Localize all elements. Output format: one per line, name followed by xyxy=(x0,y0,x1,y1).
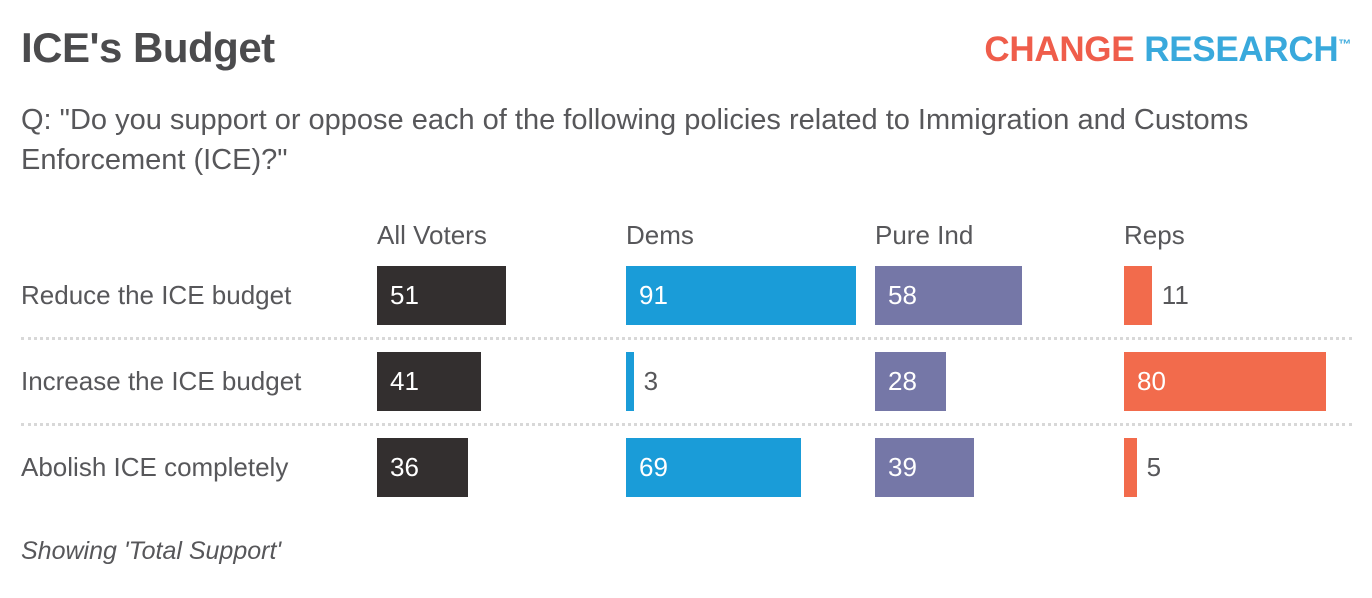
bar-dems: 69 xyxy=(626,438,801,497)
bar-cell-all-voters: 51 xyxy=(377,266,626,325)
bar-all-voters: 36 xyxy=(377,438,469,497)
bar-value-label: 39 xyxy=(888,452,917,482)
bar-value-label: 41 xyxy=(390,366,419,396)
bar-cell-dems: 69 xyxy=(626,438,875,497)
chart-row-abolish-ice-completely: Abolish ICE completely 36 69 39 5 xyxy=(21,426,1352,509)
bar-value-label: 69 xyxy=(639,452,668,482)
bar-value-label: 5 xyxy=(1146,452,1162,482)
bar-cell-pure-ind: 58 xyxy=(875,266,1124,325)
bar-value-label: 51 xyxy=(390,280,419,310)
bar-all-voters: 51 xyxy=(377,266,506,325)
bar-value-label: 91 xyxy=(639,280,668,310)
column-header-dems: Dems xyxy=(626,220,694,250)
page-header: ICE's Budget CHANGE RESEARCH™ xyxy=(21,24,1351,72)
bar-cell-all-voters: 41 xyxy=(377,352,626,411)
header-spacer xyxy=(21,220,377,250)
bar-value-label: 3 xyxy=(643,366,659,396)
row-label: Abolish ICE completely xyxy=(21,452,289,482)
bar-value-label: 11 xyxy=(1161,280,1189,310)
bar-pure-ind: 39 xyxy=(875,438,974,497)
footer-note: Showing 'Total Support' xyxy=(21,537,282,565)
bar-cell-all-voters: 36 xyxy=(377,438,626,497)
bar-pure-ind: 58 xyxy=(875,266,1022,325)
column-header-all-voters: All Voters xyxy=(377,220,487,250)
bar-cell-pure-ind: 39 xyxy=(875,438,1124,497)
bar-dems: 91 xyxy=(626,266,857,325)
column-header-pure-ind: Pure Ind xyxy=(875,220,974,250)
bar-reps xyxy=(1124,266,1152,325)
change-research-logo: CHANGE RESEARCH™ xyxy=(984,30,1351,70)
bar-cell-dems: 91 xyxy=(626,266,875,325)
bar-cell-reps: 5 xyxy=(1124,438,1372,497)
bar-value-label: 80 xyxy=(1137,366,1166,396)
bar-value-label: 36 xyxy=(390,452,419,482)
bar-cell-reps: 11 xyxy=(1124,266,1372,325)
bar-chart: All Voters Dems Pure Ind Reps Reduce the IC… xyxy=(21,220,1352,509)
bar-value-label: 28 xyxy=(888,366,917,396)
bar-pure-ind: 28 xyxy=(875,352,946,411)
bar-dems xyxy=(626,352,634,411)
chart-row-reduce-the-ice-budget: Reduce the ICE budget 51 91 58 11 xyxy=(21,254,1352,340)
bar-cell-reps: 80 xyxy=(1124,352,1372,411)
logo-change-text: CHANGE xyxy=(984,30,1135,69)
chart-row-increase-the-ice-budget: Increase the ICE budget 41 3 28 80 xyxy=(21,340,1352,426)
row-label: Increase the ICE budget xyxy=(21,366,302,396)
logo-research-text: RESEARCH xyxy=(1144,30,1339,69)
bar-reps: 80 xyxy=(1124,352,1327,411)
row-label: Reduce the ICE budget xyxy=(21,280,292,310)
bar-reps xyxy=(1124,438,1137,497)
bar-cell-pure-ind: 28 xyxy=(875,352,1124,411)
column-header-reps: Reps xyxy=(1124,220,1185,250)
bar-cell-dems: 3 xyxy=(626,352,875,411)
page-title: ICE's Budget xyxy=(21,24,275,71)
logo-trademark: ™ xyxy=(1338,36,1351,52)
column-headers: All Voters Dems Pure Ind Reps xyxy=(21,220,1351,250)
bar-value-label: 58 xyxy=(888,280,917,310)
bar-all-voters: 41 xyxy=(377,352,481,411)
survey-question: Q: "Do you support or oppose each of the… xyxy=(21,104,1249,176)
